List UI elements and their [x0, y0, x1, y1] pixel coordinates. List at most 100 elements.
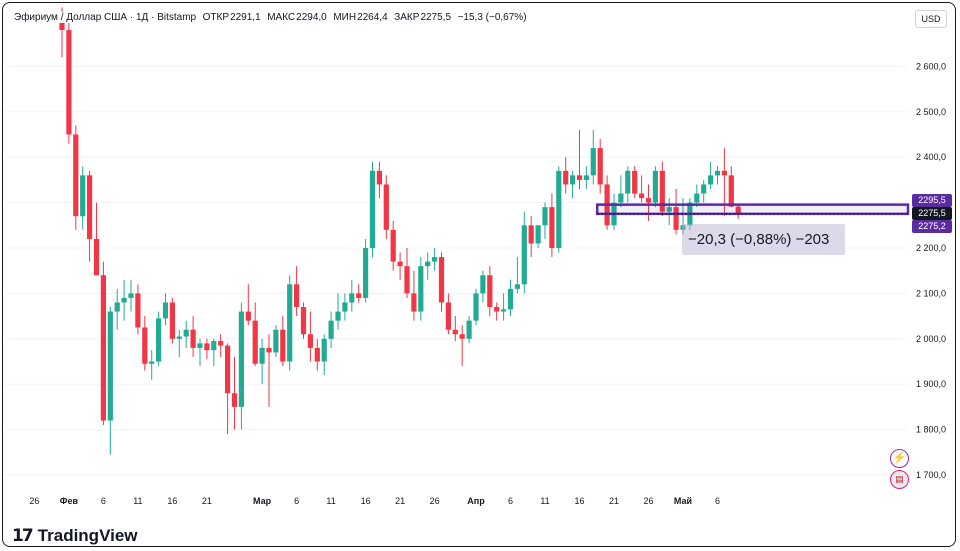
- candle-up: [466, 320, 472, 339]
- candle-down: [280, 329, 286, 362]
- time-tick-label: 6: [508, 496, 513, 506]
- time-tick-label: 11: [326, 496, 335, 506]
- time-tick-label: Май: [674, 496, 692, 506]
- price-label-lower: 2275,2: [912, 220, 952, 233]
- time-tick-label: 6: [715, 496, 720, 506]
- measure-ruler: [595, 203, 910, 216]
- candle-up: [570, 175, 576, 185]
- price-label-upper: 2295,5: [912, 194, 952, 207]
- us-flag-icon[interactable]: ▤: [890, 470, 909, 489]
- candle-up: [618, 193, 624, 203]
- time-tick-label: 16: [574, 496, 584, 506]
- candle-up: [625, 170, 631, 194]
- candle-up: [507, 288, 514, 310]
- symbol-name[interactable]: Эфириум / Доллар США · 1Д · Bitstamp: [14, 12, 197, 23]
- open-value: 2291,1: [230, 12, 261, 23]
- candle-up: [694, 193, 700, 203]
- candle-up: [369, 170, 376, 248]
- change-value: −15,3 (−0,67%): [457, 12, 527, 23]
- candle-down: [231, 393, 238, 407]
- candle-down: [266, 347, 272, 353]
- close-label: ЗАКР: [394, 12, 420, 23]
- open-label: ОТКР: [202, 12, 230, 23]
- close-value: 2275,5: [420, 12, 452, 23]
- time-tick-label: Фев: [60, 496, 79, 506]
- price-tick-label: 1 700,0: [916, 470, 946, 480]
- price-tick-label: 2 200,0: [916, 243, 946, 253]
- low-value: 2264,4: [357, 12, 388, 23]
- candle-up: [542, 207, 548, 226]
- candle-up: [80, 175, 86, 217]
- candle-up: [342, 302, 348, 312]
- candle-up: [107, 311, 113, 421]
- time-tick-label: Мар: [253, 496, 272, 506]
- price-tick-label: 2 500,0: [916, 107, 946, 117]
- price-tick-label: 2 000,0: [916, 334, 946, 344]
- logo-text: TradingView: [37, 526, 138, 545]
- price-tick-label: 2 100,0: [916, 288, 946, 298]
- candle-down: [645, 198, 652, 203]
- candle-up: [183, 329, 189, 337]
- candle-up: [556, 170, 562, 248]
- time-tick-label: Апр: [467, 496, 485, 506]
- currency-selector[interactable]: USD: [915, 10, 947, 28]
- candle-up: [714, 170, 721, 176]
- candle-down: [376, 170, 382, 185]
- candle-up: [197, 343, 203, 348]
- time-tick-label: 6: [294, 496, 299, 506]
- time-tick-label: 16: [361, 496, 371, 506]
- candle-down: [59, 16, 65, 31]
- candle-up: [501, 309, 507, 312]
- candle-up: [583, 175, 589, 180]
- candle-down: [459, 334, 465, 339]
- candle-up: [211, 341, 217, 351]
- candle-down: [632, 170, 638, 194]
- candle-down: [597, 148, 603, 185]
- candle-down: [218, 341, 224, 346]
- price-tick-label: 1 800,0: [916, 425, 946, 435]
- candle-down: [100, 275, 106, 421]
- candle-down: [639, 193, 645, 199]
- candle-down: [135, 293, 141, 328]
- candle-down: [73, 134, 79, 217]
- price-axis: 1 700,0 1 800,0 1 900,0 2 000,0 2 100,0 2 200…: [916, 61, 946, 480]
- candle-down: [528, 225, 534, 244]
- candle-down: [673, 207, 679, 230]
- candle-up: [680, 225, 686, 230]
- candle-up: [514, 284, 520, 289]
- candle-down: [487, 275, 493, 308]
- lightning-icon[interactable]: ⚡: [890, 449, 909, 468]
- candle-down: [294, 284, 300, 308]
- candle-up: [349, 293, 355, 303]
- candle-up: [114, 302, 120, 312]
- candle-up: [473, 293, 479, 321]
- candle-down: [411, 293, 417, 312]
- time-tick-label: 26: [29, 496, 39, 506]
- candle-up: [321, 338, 327, 362]
- candle-down: [576, 175, 583, 180]
- candle-down: [252, 320, 258, 364]
- candle-up: [666, 207, 672, 212]
- candle-down: [445, 302, 451, 330]
- candle-down: [300, 307, 307, 335]
- candle-down: [494, 307, 500, 312]
- time-tick-label: 21: [202, 496, 212, 506]
- candle-down: [383, 184, 389, 230]
- candle-down: [721, 170, 727, 176]
- tradingview-logo[interactable]: 17 TradingView: [12, 526, 138, 546]
- grid: [4, 65, 908, 476]
- candle-down: [225, 345, 231, 394]
- candle-down: [190, 329, 196, 348]
- high-label: МАКС: [267, 12, 296, 23]
- candle-down: [142, 327, 148, 364]
- candle-up: [590, 148, 596, 176]
- candles: [59, 7, 741, 455]
- candle-up: [156, 318, 162, 362]
- time-tick-label: 21: [395, 496, 405, 506]
- candle-up: [162, 302, 169, 319]
- logo-mark: 17: [12, 526, 34, 546]
- candle-down: [728, 175, 734, 207]
- candle-up: [335, 311, 341, 321]
- time-tick-label: 11: [540, 496, 549, 506]
